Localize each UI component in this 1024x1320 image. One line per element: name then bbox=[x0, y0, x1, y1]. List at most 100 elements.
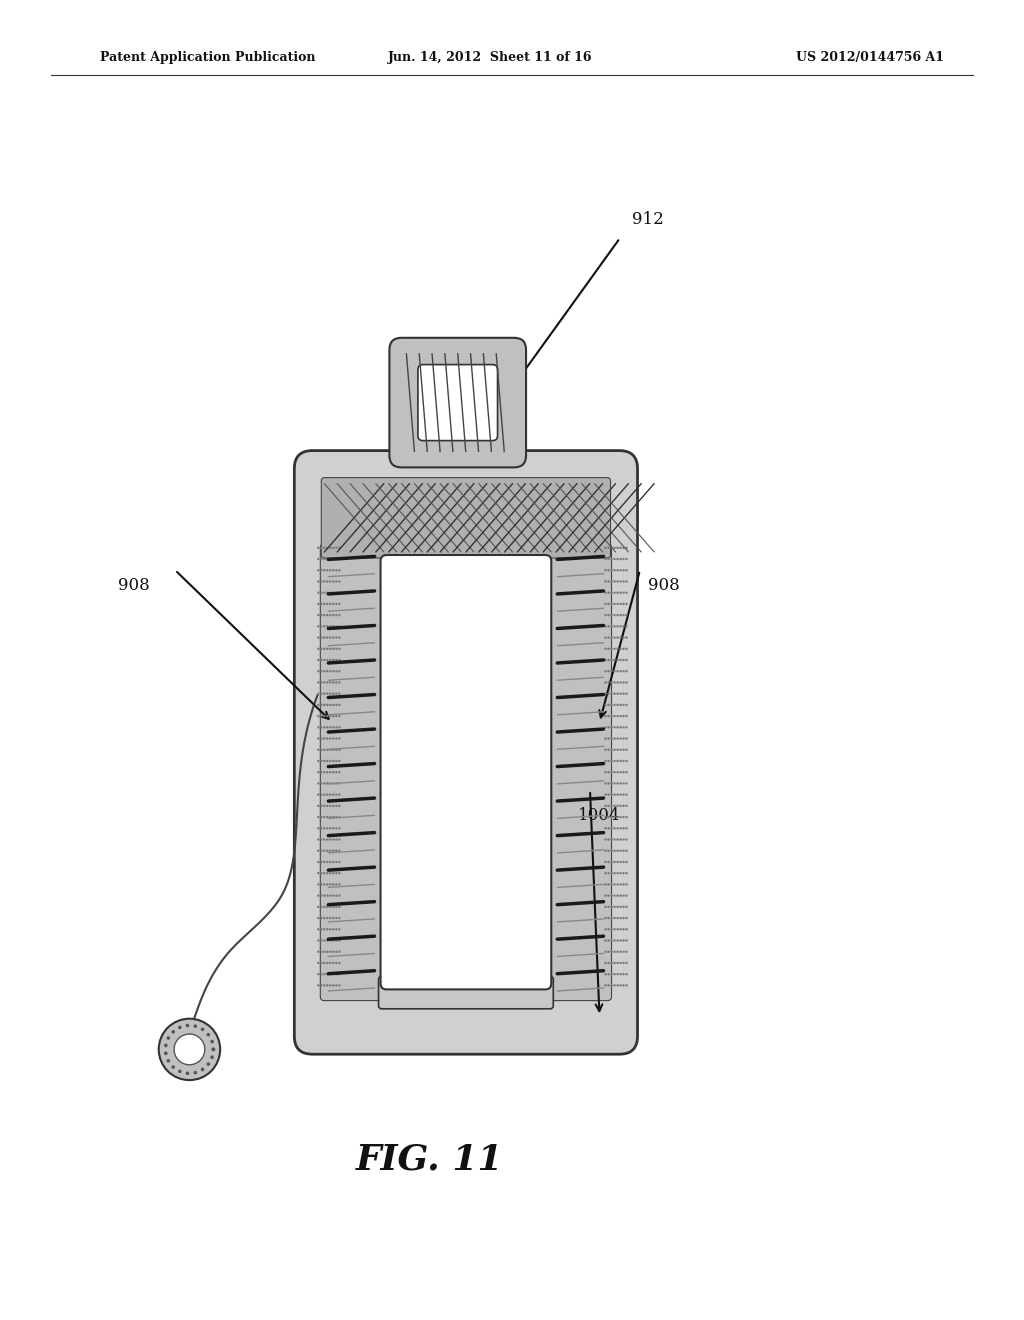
Circle shape bbox=[321, 726, 323, 729]
Circle shape bbox=[329, 816, 332, 818]
Circle shape bbox=[317, 917, 319, 919]
Circle shape bbox=[329, 546, 332, 549]
Circle shape bbox=[604, 816, 606, 818]
Circle shape bbox=[329, 861, 332, 863]
Circle shape bbox=[623, 962, 625, 964]
Circle shape bbox=[326, 659, 329, 661]
Circle shape bbox=[623, 760, 625, 762]
Circle shape bbox=[335, 626, 338, 627]
Circle shape bbox=[623, 636, 625, 639]
Circle shape bbox=[607, 591, 609, 594]
Circle shape bbox=[383, 772, 385, 774]
Circle shape bbox=[326, 603, 329, 605]
Circle shape bbox=[626, 873, 628, 874]
Circle shape bbox=[329, 895, 332, 896]
Circle shape bbox=[411, 535, 413, 536]
Circle shape bbox=[612, 783, 614, 784]
Circle shape bbox=[610, 805, 612, 807]
Circle shape bbox=[626, 614, 628, 616]
Circle shape bbox=[329, 648, 332, 649]
Circle shape bbox=[332, 883, 335, 886]
Circle shape bbox=[335, 1024, 337, 1027]
Circle shape bbox=[616, 681, 618, 684]
Circle shape bbox=[610, 671, 612, 672]
Circle shape bbox=[357, 490, 359, 491]
Circle shape bbox=[338, 614, 341, 616]
Circle shape bbox=[329, 558, 332, 560]
Circle shape bbox=[324, 760, 326, 762]
Circle shape bbox=[616, 950, 618, 953]
Circle shape bbox=[620, 962, 622, 964]
Circle shape bbox=[626, 738, 628, 739]
Circle shape bbox=[321, 838, 323, 841]
Circle shape bbox=[321, 648, 323, 649]
Circle shape bbox=[607, 626, 609, 627]
Circle shape bbox=[212, 1048, 215, 1051]
Circle shape bbox=[354, 531, 356, 533]
Circle shape bbox=[610, 850, 612, 851]
Circle shape bbox=[604, 715, 606, 717]
Circle shape bbox=[367, 531, 368, 533]
Circle shape bbox=[335, 648, 338, 649]
Circle shape bbox=[485, 527, 487, 529]
Circle shape bbox=[613, 668, 614, 671]
Circle shape bbox=[616, 828, 618, 829]
Circle shape bbox=[616, 906, 618, 908]
Circle shape bbox=[332, 985, 335, 986]
FancyBboxPatch shape bbox=[389, 338, 526, 467]
Circle shape bbox=[604, 850, 606, 851]
Circle shape bbox=[519, 515, 521, 517]
Circle shape bbox=[422, 1023, 424, 1024]
Circle shape bbox=[338, 793, 341, 796]
Circle shape bbox=[338, 558, 341, 560]
Circle shape bbox=[317, 648, 319, 649]
Circle shape bbox=[326, 760, 329, 762]
Circle shape bbox=[338, 928, 341, 931]
Circle shape bbox=[623, 816, 625, 818]
Circle shape bbox=[324, 569, 326, 572]
Circle shape bbox=[626, 985, 628, 986]
Circle shape bbox=[335, 726, 338, 729]
Circle shape bbox=[613, 805, 615, 807]
Circle shape bbox=[317, 950, 319, 953]
Circle shape bbox=[338, 950, 341, 953]
Circle shape bbox=[335, 962, 338, 964]
Circle shape bbox=[613, 793, 615, 796]
Circle shape bbox=[613, 603, 615, 605]
Circle shape bbox=[332, 783, 335, 784]
Circle shape bbox=[600, 483, 602, 484]
Circle shape bbox=[424, 1015, 426, 1016]
Circle shape bbox=[332, 940, 335, 941]
Circle shape bbox=[212, 1048, 215, 1051]
Circle shape bbox=[338, 671, 341, 672]
Circle shape bbox=[321, 793, 323, 796]
Circle shape bbox=[329, 783, 332, 784]
Circle shape bbox=[546, 748, 548, 750]
Circle shape bbox=[572, 1002, 574, 1005]
Circle shape bbox=[610, 783, 612, 784]
Circle shape bbox=[386, 513, 388, 516]
Circle shape bbox=[335, 805, 338, 807]
Circle shape bbox=[494, 502, 496, 503]
Circle shape bbox=[348, 515, 350, 516]
Circle shape bbox=[321, 581, 323, 582]
Circle shape bbox=[616, 715, 618, 717]
Circle shape bbox=[319, 734, 322, 737]
Text: Patent Application Publication: Patent Application Publication bbox=[100, 51, 315, 65]
Circle shape bbox=[616, 659, 618, 661]
Circle shape bbox=[623, 581, 625, 582]
Circle shape bbox=[607, 950, 609, 953]
Circle shape bbox=[613, 950, 615, 953]
Circle shape bbox=[370, 1008, 372, 1011]
Circle shape bbox=[620, 873, 622, 874]
Circle shape bbox=[326, 569, 329, 572]
Circle shape bbox=[626, 591, 628, 594]
Circle shape bbox=[321, 614, 323, 616]
Circle shape bbox=[335, 693, 338, 694]
Circle shape bbox=[604, 793, 606, 796]
Circle shape bbox=[610, 581, 612, 582]
Circle shape bbox=[338, 648, 341, 649]
Circle shape bbox=[326, 546, 329, 549]
Circle shape bbox=[335, 569, 338, 572]
Circle shape bbox=[332, 715, 335, 717]
